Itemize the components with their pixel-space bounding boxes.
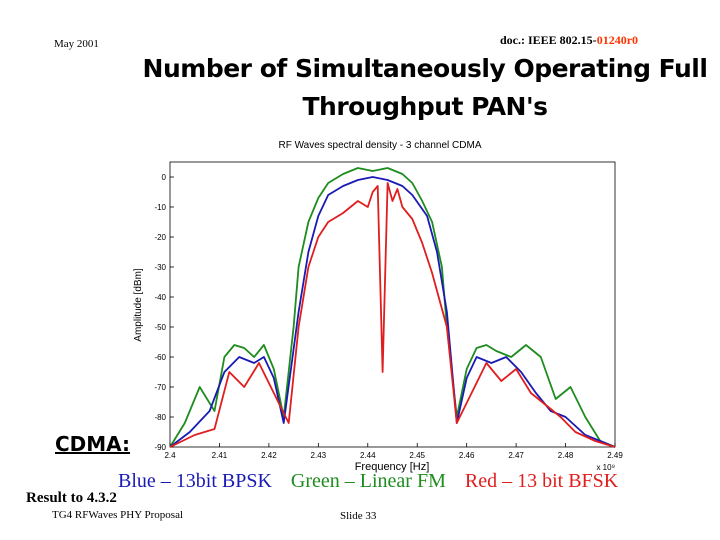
legend-blue: Blue – 13bit BPSK [118,470,272,492]
x-tick-label: 2.47 [508,451,524,460]
legend: Blue – 13bit BPSK Green – Linear FM Red … [118,470,632,493]
y-tick-label: -50 [154,323,166,332]
doc-prefix: doc.: IEEE 802.15- [500,33,597,47]
y-tick-label: 0 [162,173,167,182]
x-tick-label: 2.49 [607,451,623,460]
legend-red: Red – 13 bit BFSK [464,470,619,492]
y-tick-label: -80 [154,413,166,422]
x-tick-label: 2.43 [311,451,327,460]
y-tick-label: -60 [154,353,166,362]
chart-title: RF Waves spectral density - 3 channel CD… [278,140,481,151]
result-text: Result to 4.3.2 [26,490,117,506]
plot-area-frame [169,161,616,448]
x-tick-label: 2.41 [212,451,228,460]
x-tick-label: 2.46 [459,451,475,460]
header-doc-id: doc.: IEEE 802.15-01240r0 [500,33,638,48]
series-layer [169,167,616,448]
x-tick-label: 2.4 [164,451,176,460]
y-tick-label: -70 [154,383,166,392]
x-tick-label: 2.44 [360,451,376,460]
y-tick-label: -10 [154,203,166,212]
y-axis-label: Amplitude [dBm] [133,268,144,342]
title-line-1: Number of Simultaneously Operating Full [142,54,708,83]
series-line-blue [169,176,616,448]
footer-slide-number: Slide 33 [340,510,377,522]
y-tick-label: -30 [154,263,166,272]
slide-title: Number of Simultaneously Operating Full … [120,50,720,126]
x-tick-label: 2.42 [261,451,277,460]
cdma-label: CDMA: [55,432,131,456]
title-line-2: Throughput PAN's [302,92,548,121]
y-tick-label: -20 [154,233,166,242]
legend-green: Green – Linear FM [290,470,446,492]
y-tick-label: -90 [154,443,166,452]
header-date: May 2001 [54,38,99,50]
x-tick-label: 2.45 [409,451,425,460]
x-tick-label: 2.48 [558,451,574,460]
x-axis-label: Frequency [Hz] [355,461,430,473]
y-tick-label: -40 [154,293,166,302]
footer-proposal: TG4 RFWaves PHY Proposal [52,509,184,521]
spectral-density-chart: RF Waves spectral density - 3 channel CD… [133,140,623,473]
doc-revision: 01240r0 [596,33,639,47]
series-line-green [169,167,616,448]
x-axis-multiplier: x 10⁹ [596,463,615,472]
series-line-red [169,182,616,448]
x-axis-ticks: 2.4 2.41 2.42 2.43 2.44 2.45 2.46 2.47 2.48 2.49 [164,443,623,460]
